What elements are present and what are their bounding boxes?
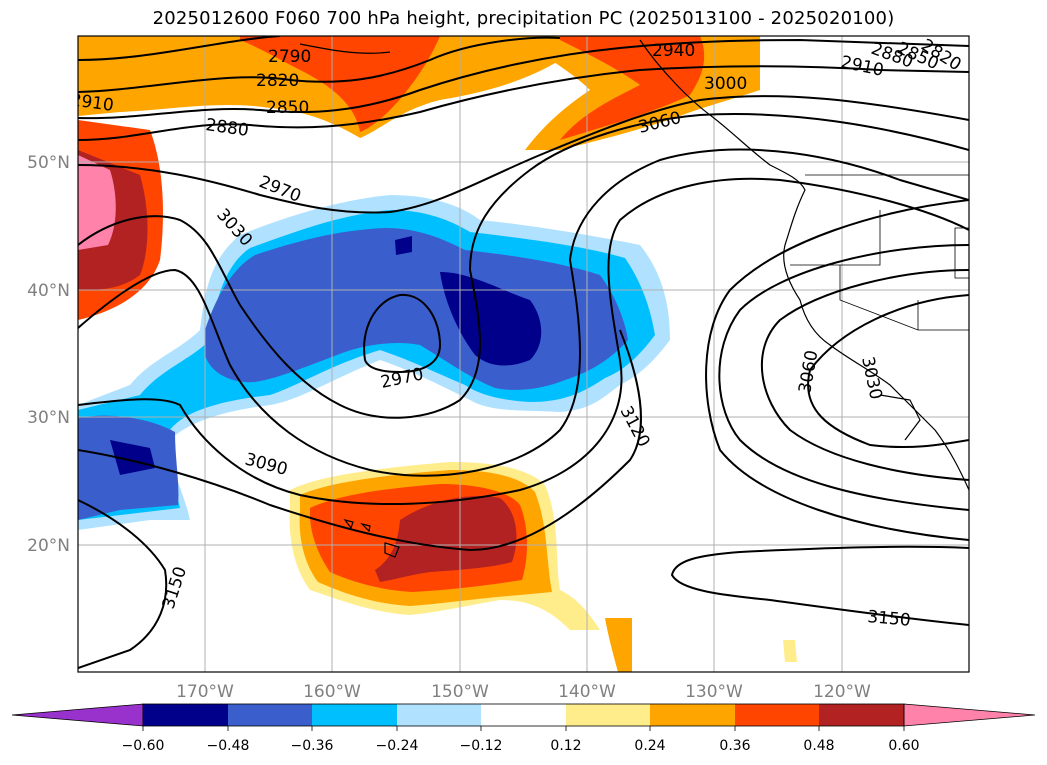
lon-tick-label: 150°W bbox=[431, 682, 489, 702]
lat-tick-label: 20°N bbox=[27, 536, 70, 556]
contour-label: 2820 bbox=[256, 71, 299, 91]
colorbar-tick-label: −0.60 bbox=[122, 738, 165, 754]
latitude-axis: 50°N 40°N 30°N 20°N bbox=[27, 153, 70, 556]
colorbar-tick-label: −0.48 bbox=[207, 738, 250, 754]
colorbar-swatch bbox=[397, 704, 481, 726]
contour-label: 2790 bbox=[268, 47, 311, 67]
colorbar-swatch bbox=[312, 704, 397, 726]
map-plot-area: 2790 2820 2850 2880 2910 2970 3030 2970 … bbox=[69, 36, 969, 672]
colorbar-tick-label: 0.24 bbox=[634, 738, 665, 754]
coastline bbox=[299, 39, 969, 558]
contour-label: 3150 bbox=[867, 607, 912, 631]
precip-shading bbox=[78, 36, 797, 672]
colorbar-tick-label: −0.24 bbox=[376, 738, 419, 754]
colorbar-over-swatch bbox=[903, 703, 1036, 727]
longitude-axis: 170°W 160°W 150°W 140°W 130°W 120°W bbox=[176, 682, 871, 702]
colorbar-swatch bbox=[143, 704, 228, 726]
colorbar-swatch bbox=[650, 704, 735, 726]
lat-tick-label: 40°N bbox=[27, 281, 70, 301]
map-title: 2025012600 F060 700 hPa height, precipit… bbox=[152, 8, 895, 29]
colorbar-tick-label: 0.12 bbox=[550, 738, 581, 754]
contour-label: 2850 bbox=[266, 98, 309, 118]
lat-tick-label: 30°N bbox=[27, 408, 70, 428]
contour-label: 2910 bbox=[69, 90, 115, 116]
lon-tick-label: 170°W bbox=[176, 682, 234, 702]
colorbar-tick-label: 0.36 bbox=[719, 738, 750, 754]
lon-tick-label: 130°W bbox=[685, 682, 743, 702]
colorbar-swatch bbox=[481, 704, 566, 726]
lon-tick-label: 140°W bbox=[558, 682, 616, 702]
colorbar-swatch bbox=[735, 704, 819, 726]
lat-tick-label: 50°N bbox=[27, 153, 70, 173]
contour-label: 3000 bbox=[704, 74, 747, 94]
lon-tick-label: 120°W bbox=[813, 682, 871, 702]
colorbar-tick-label: −0.12 bbox=[460, 738, 503, 754]
height-contours bbox=[78, 36, 969, 669]
map-frame bbox=[77, 35, 970, 673]
colorbar-under-swatch bbox=[11, 703, 144, 727]
colorbar-swatch bbox=[228, 704, 312, 726]
colorbar: −0.60 −0.48 −0.36 −0.24 −0.12 0.12 0.24 … bbox=[11, 703, 1036, 754]
colorbar-tick-label: 0.60 bbox=[888, 738, 919, 754]
colorbar-tick-label: 0.48 bbox=[803, 738, 834, 754]
lon-tick-label: 160°W bbox=[303, 682, 361, 702]
colorbar-swatch bbox=[566, 704, 650, 726]
contour-label: 2940 bbox=[652, 41, 695, 61]
colorbar-swatch bbox=[819, 704, 904, 726]
colorbar-tick-label: −0.36 bbox=[291, 738, 334, 754]
